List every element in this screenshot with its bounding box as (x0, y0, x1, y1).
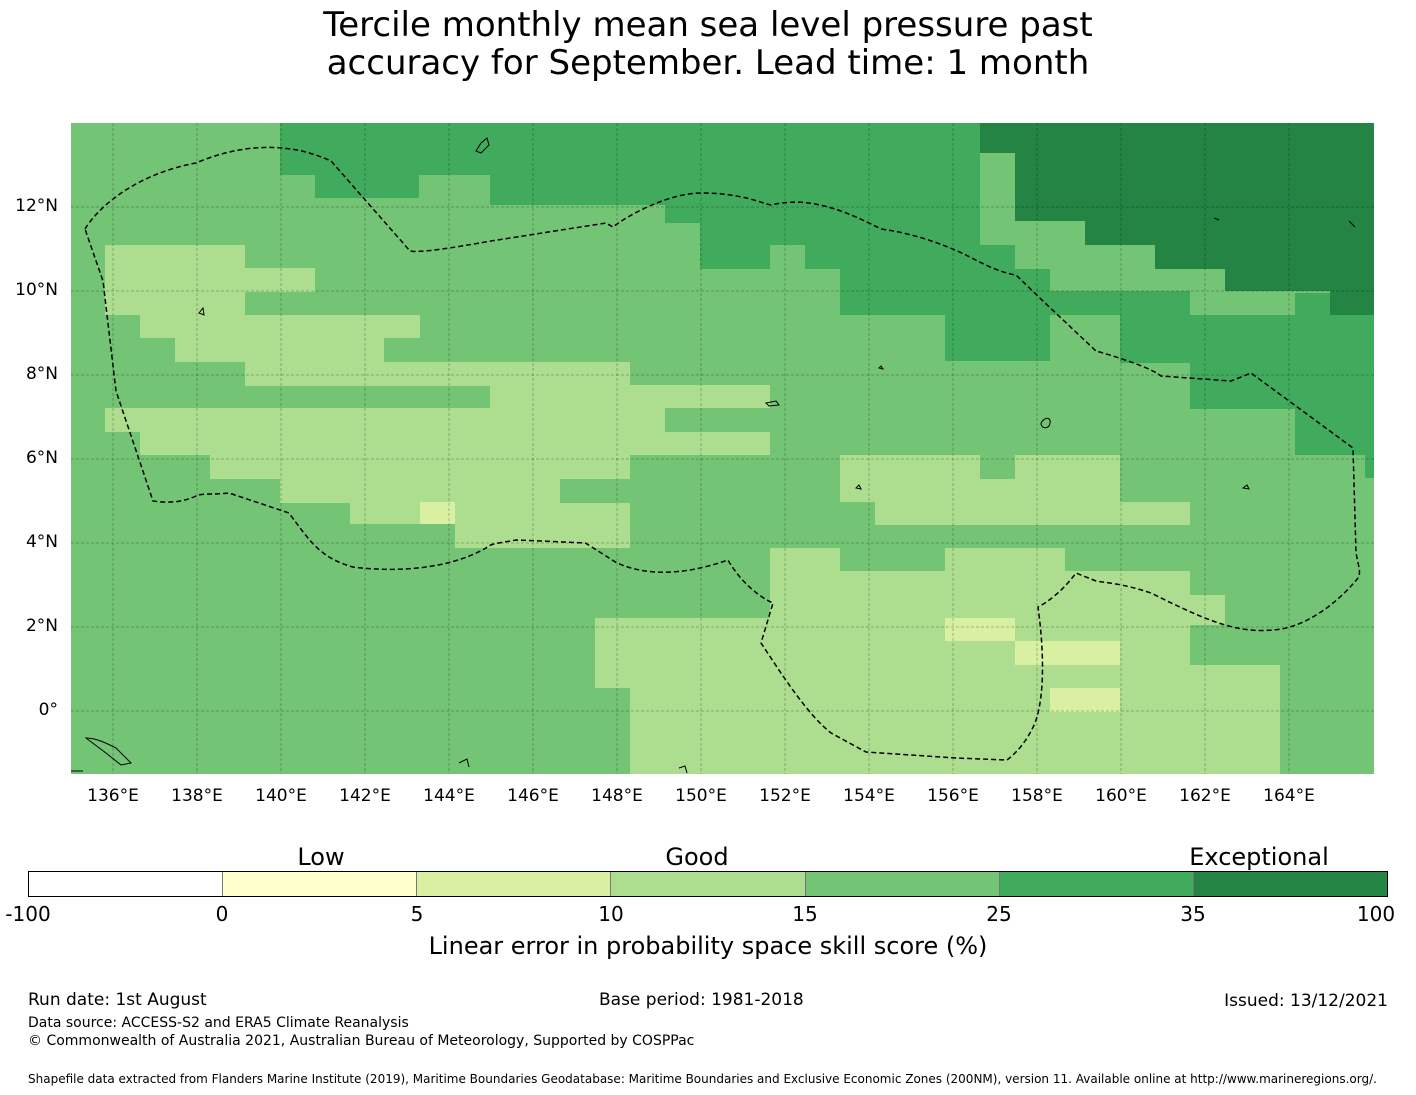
colorbar-tick-15: 15 (792, 902, 818, 926)
colorbar-tick-0: 0 (215, 902, 229, 926)
lon-label-154e: 154°E (843, 786, 895, 806)
category-low: Low (297, 843, 345, 871)
lon-label-146e: 146°E (507, 786, 559, 806)
data-source: Data source: ACCESS-S2 and ERA5 Climate … (28, 1015, 409, 1031)
island-outlines (71, 137, 1356, 774)
lon-label-142e: 142°E (339, 786, 391, 806)
colorbar-segment-25-35 (999, 872, 1194, 896)
lon-label-144e: 144°E (423, 786, 475, 806)
colorbar-tick-neg100: -100 (5, 902, 51, 926)
lon-label-136e: 136°E (87, 786, 139, 806)
lat-label-6n: 6°N (25, 448, 58, 468)
category-exceptional: Exceptional (1189, 843, 1329, 871)
lat-label-8n: 8°N (25, 364, 58, 384)
lat-label-0: 0° (38, 700, 58, 720)
title-line-1: Tercile monthly mean sea level pressure … (323, 5, 1093, 45)
skill-5-10-cells (420, 502, 1120, 712)
colorbar-tick-10: 10 (598, 902, 624, 926)
lon-label-138e: 138°E (171, 786, 223, 806)
lon-label-160e: 160°E (1095, 786, 1147, 806)
colorbar-segment-neg100-0 (29, 872, 224, 896)
colorbar-tick-5: 5 (410, 902, 424, 926)
lat-label-10n: 10°N (15, 280, 58, 300)
lon-label-140e: 140°E (255, 786, 307, 806)
colorbar-label: Linear error in probability space skill … (428, 932, 988, 960)
colorbar-segment-5-10 (417, 872, 612, 896)
skill-25-35-regions (280, 123, 1374, 478)
map-gridlines (71, 123, 1374, 774)
copyright: © Commonwealth of Australia 2021, Austra… (28, 1033, 695, 1049)
lon-label-150e: 150°E (675, 786, 727, 806)
lon-label-156e: 156°E (927, 786, 979, 806)
colorbar-tick-35: 35 (1180, 902, 1206, 926)
lat-label-2n: 2°N (25, 616, 58, 636)
lon-label-152e: 152°E (759, 786, 811, 806)
colorbar-tick-25: 25 (986, 902, 1012, 926)
map-title: Tercile monthly mean sea level pressure … (0, 6, 1416, 82)
skill-35-100-regions (980, 123, 1374, 315)
colorbar-segment-0-5 (223, 872, 418, 896)
run-date: Run date: 1st August (28, 990, 207, 1010)
skill-score-map (71, 123, 1374, 774)
shapefile-credit: Shapefile data extracted from Flanders M… (28, 1072, 1377, 1086)
colorbar-tick-100: 100 (1356, 902, 1396, 926)
issued-date: Issued: 13/12/2021 (1224, 991, 1388, 1011)
lon-label-158e: 158°E (1011, 786, 1063, 806)
lon-label-164e: 164°E (1263, 786, 1315, 806)
category-good: Good (665, 843, 729, 871)
lat-label-4n: 4°N (25, 532, 58, 552)
skill-10-15-regions (105, 245, 1280, 774)
title-line-2: accuracy for September. Lead time: 1 mon… (326, 43, 1090, 83)
colorbar (28, 871, 1388, 897)
colorbar-segment-10-15 (611, 872, 806, 896)
lon-label-148e: 148°E (591, 786, 643, 806)
map-svg (71, 123, 1374, 774)
colorbar-segment-35-100 (1193, 872, 1387, 896)
lon-label-162e: 162°E (1179, 786, 1231, 806)
colorbar-segment-15-25 (805, 872, 1000, 896)
lat-label-12n: 12°N (15, 196, 58, 216)
base-period: Base period: 1981-2018 (599, 990, 804, 1010)
